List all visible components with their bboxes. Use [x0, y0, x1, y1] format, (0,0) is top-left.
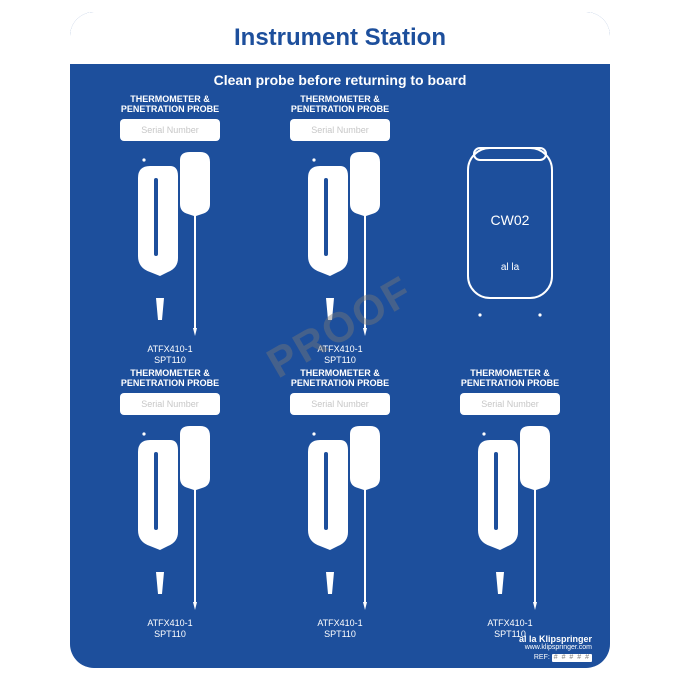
silhouette-wrap	[280, 143, 400, 342]
wipes-code-text: CW02	[491, 212, 530, 228]
serial-placeholder: Serial Number	[311, 399, 369, 409]
slot-code: ATFX410-1 SPT110	[317, 618, 362, 640]
wipes-canister-icon: CW02 al la	[450, 130, 570, 330]
thermometer-probe-icon	[110, 422, 230, 612]
slot-label: THERMOMETER & PENETRATION PROBE	[121, 94, 219, 116]
silhouette-wrap	[450, 417, 570, 616]
serial-placeholder: Serial Number	[311, 125, 369, 135]
serial-placeholder: Serial Number	[141, 125, 199, 135]
slot-code: ATFX410-1 SPT110	[147, 344, 192, 366]
silhouette-wrap	[280, 417, 400, 616]
probe-slot: THERMOMETER & PENETRATION PROBE Serial Nu…	[90, 366, 250, 640]
footer-ref-label: REF:	[534, 654, 550, 661]
board-title: Instrument Station	[234, 24, 446, 52]
wipes-slot: CW02 al la	[430, 92, 590, 366]
slot-label: THERMOMETER & PENETRATION PROBE	[291, 94, 389, 116]
serial-number-field[interactable]: Serial Number	[290, 393, 390, 415]
silhouette-wrap: CW02 al la	[450, 118, 570, 342]
footer-url: www.klipspringer.com	[519, 644, 592, 652]
silhouette-wrap	[110, 417, 230, 616]
footer-ref: REF: # # # # #	[519, 654, 592, 662]
thermometer-probe-icon	[450, 422, 570, 612]
serial-number-field[interactable]: Serial Number	[460, 393, 560, 415]
serial-number-field[interactable]: Serial Number	[120, 119, 220, 141]
board-header: Instrument Station	[70, 12, 610, 64]
instrument-board: Instrument Station Clean probe before re…	[70, 12, 610, 668]
probe-slot: THERMOMETER & PENETRATION PROBE Serial Nu…	[260, 366, 420, 640]
thermometer-probe-icon	[110, 148, 230, 338]
footer-brand: al la Klipspringer	[519, 634, 592, 644]
board-footer: al la Klipspringer www.klipspringer.com …	[519, 634, 592, 662]
probe-slot: THERMOMETER & PENETRATION PROBE Serial Nu…	[430, 366, 590, 640]
slot-code: ATFX410-1 SPT110	[317, 344, 362, 366]
probe-slot: THERMOMETER & PENETRATION PROBE Serial Nu…	[90, 92, 250, 366]
serial-number-field[interactable]: Serial Number	[120, 393, 220, 415]
slot-label: THERMOMETER & PENETRATION PROBE	[461, 368, 559, 390]
board-subtitle: Clean probe before returning to board	[70, 72, 610, 88]
silhouette-wrap	[110, 143, 230, 342]
slot-grid: THERMOMETER & PENETRATION PROBE Serial Nu…	[70, 92, 610, 640]
slot-code: ATFX410-1 SPT110	[147, 618, 192, 640]
slot-label: THERMOMETER & PENETRATION PROBE	[121, 368, 219, 390]
probe-slot: THERMOMETER & PENETRATION PROBE Serial Nu…	[260, 92, 420, 366]
slot-label: THERMOMETER & PENETRATION PROBE	[291, 368, 389, 390]
thermometer-probe-icon	[280, 422, 400, 612]
thermometer-probe-icon	[280, 148, 400, 338]
serial-placeholder: Serial Number	[481, 399, 539, 409]
footer-ref-value: # # # # #	[552, 654, 592, 662]
serial-number-field[interactable]: Serial Number	[290, 119, 390, 141]
serial-placeholder: Serial Number	[141, 399, 199, 409]
stage: Instrument Station Clean probe before re…	[0, 0, 680, 680]
wipes-brand-text: al la	[501, 262, 520, 273]
